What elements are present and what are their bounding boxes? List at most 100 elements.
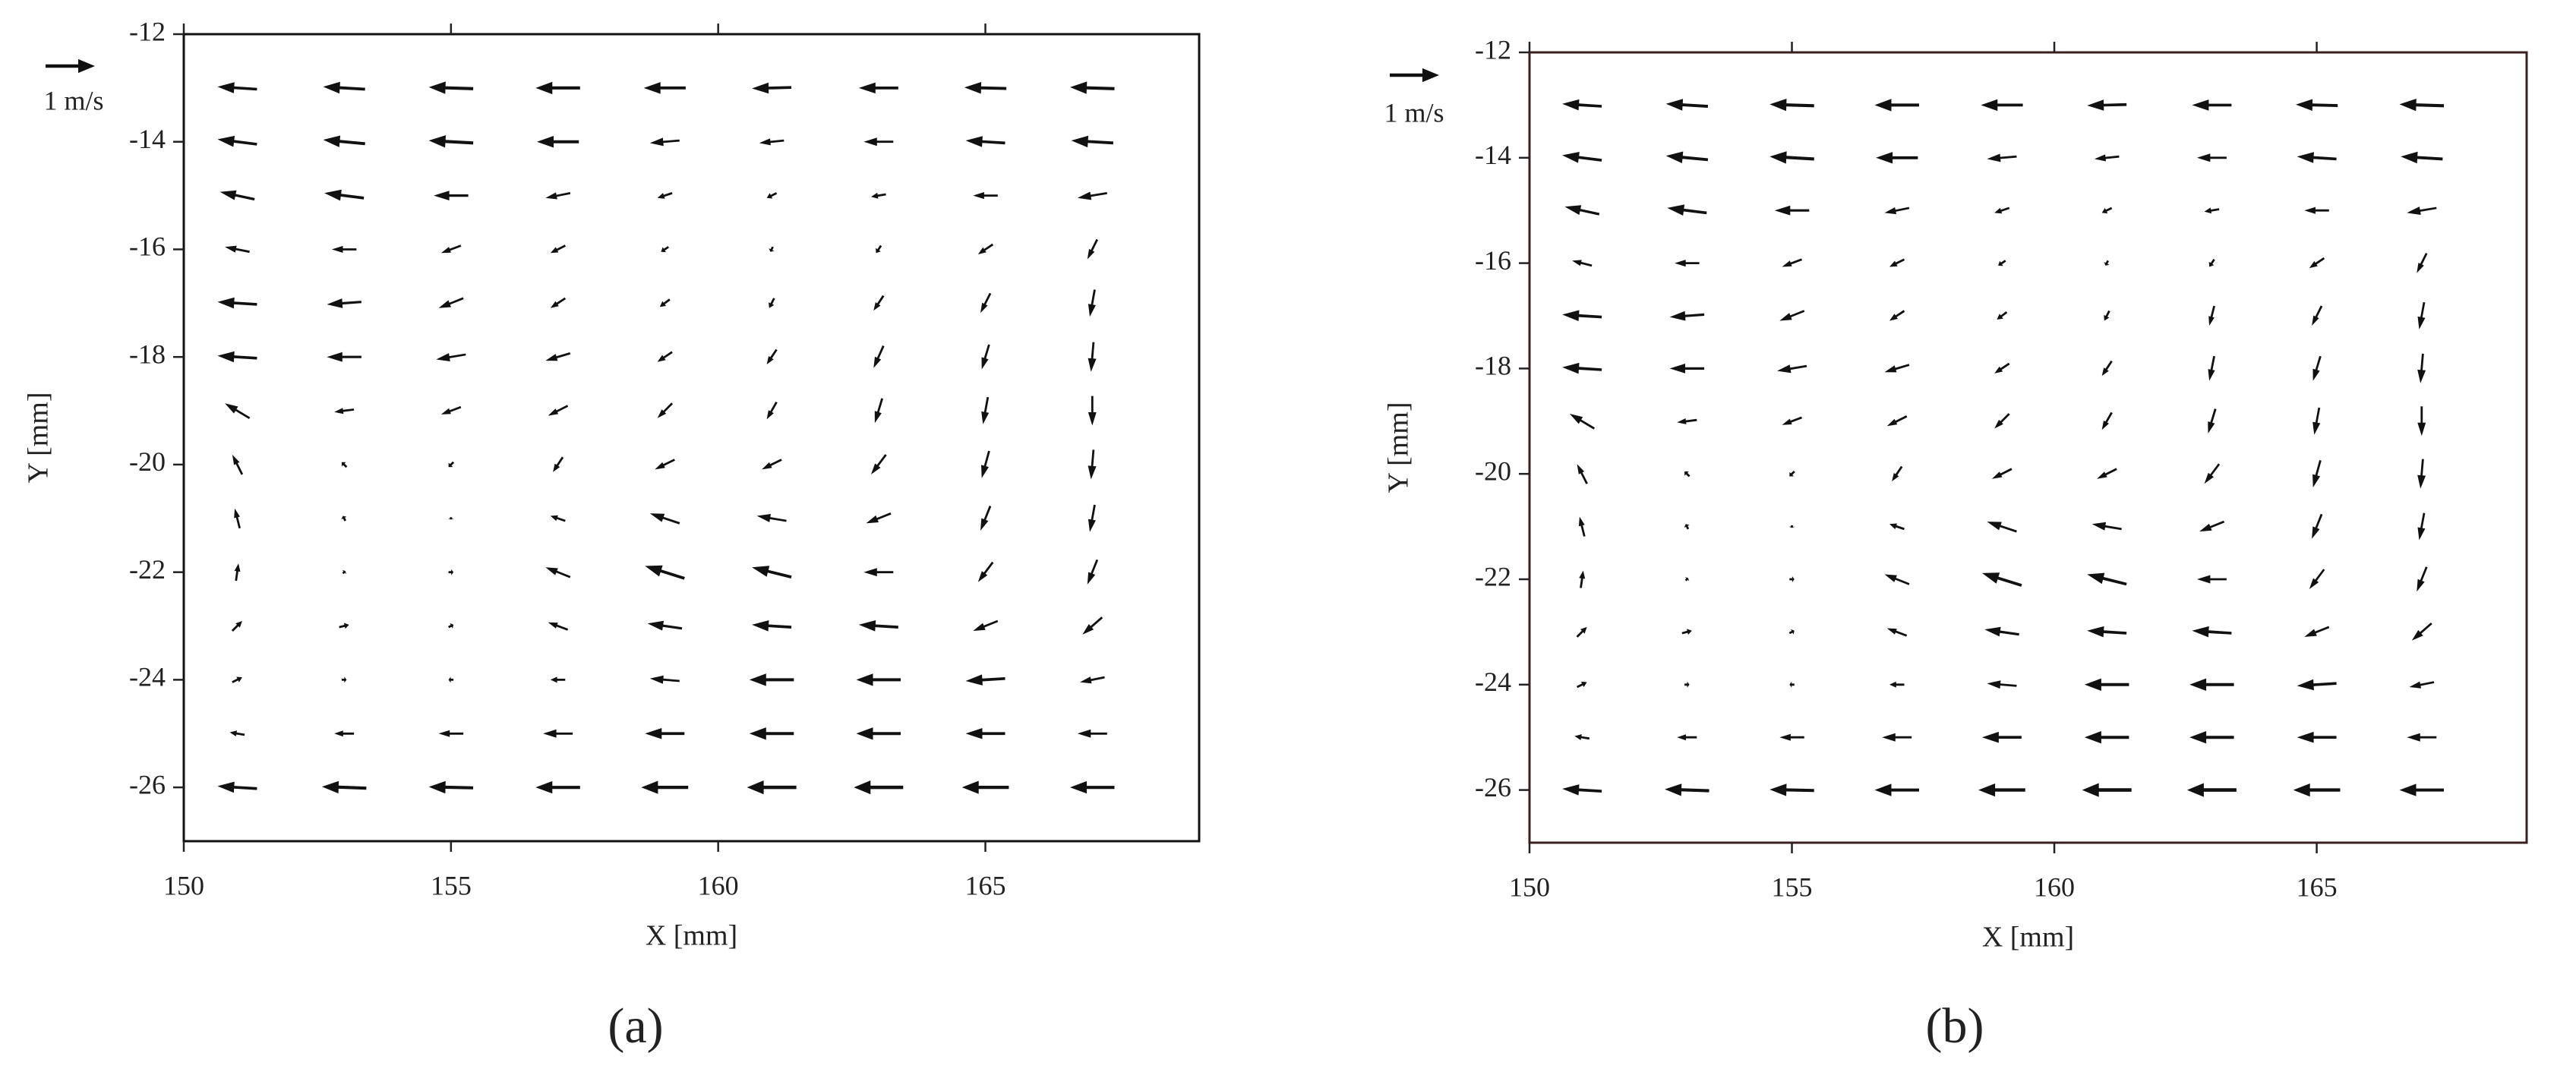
vector-arrow — [440, 244, 462, 254]
vector-arrow — [550, 676, 566, 683]
vector-arrow — [1782, 258, 1802, 267]
vector-arrow — [341, 515, 347, 522]
vector-arrow — [334, 408, 355, 415]
vector-arrow — [856, 673, 901, 686]
vector-arrow — [1088, 396, 1097, 426]
vector-arrow — [965, 136, 1005, 147]
vector-arrow — [537, 136, 579, 148]
vector-arrow — [645, 728, 685, 739]
vector-arrow — [339, 623, 349, 629]
vector-arrow — [2304, 206, 2329, 214]
vector-arrow — [1994, 413, 2010, 429]
vector-arrow — [545, 352, 571, 361]
vector-arrow — [2401, 151, 2443, 164]
vector-arrow — [2407, 206, 2437, 215]
vector-arrow — [448, 623, 454, 629]
vector-arrow — [641, 780, 689, 794]
vector-arrow — [2312, 407, 2321, 435]
vector-arrow — [1684, 681, 1690, 688]
vector-arrow — [1574, 734, 1590, 740]
vector-arrow — [1981, 572, 2022, 587]
panel-label: (a) — [608, 998, 663, 1054]
vector-arrow — [1884, 364, 1910, 373]
vector-arrow — [436, 353, 466, 361]
vector-arrow — [2104, 310, 2110, 321]
vector-arrow — [1088, 342, 1097, 372]
vector-arrow — [977, 561, 994, 582]
vector-arrow — [2312, 355, 2322, 381]
vector-arrow — [858, 620, 898, 632]
vector-arrow — [550, 515, 566, 522]
vector-arrow — [657, 351, 673, 362]
vector-arrow — [225, 403, 251, 419]
vector-arrow — [1892, 465, 1903, 481]
vector-arrow — [2087, 626, 2127, 638]
y-tick-label: -14 — [1475, 140, 1511, 170]
vector-arrow — [2293, 783, 2341, 797]
vector-arrow — [1978, 783, 2025, 797]
vector-arrow — [1082, 616, 1103, 635]
vector-arrow — [535, 81, 580, 95]
vector-arrow — [2091, 522, 2122, 531]
vector-arrow — [434, 191, 469, 200]
vector-arrow — [2208, 305, 2215, 326]
vector-arrow — [1777, 364, 1807, 374]
vector-arrow — [1087, 559, 1099, 585]
y-tick-label: -20 — [1475, 456, 1511, 486]
y-tick-label: -24 — [1475, 667, 1511, 697]
vector-arrow — [752, 620, 792, 632]
vector-arrow — [752, 566, 792, 578]
vector-arrow — [1997, 311, 2008, 320]
vector-arrow — [1789, 681, 1795, 688]
vector-arrow — [438, 297, 464, 308]
vector-arrow — [2417, 406, 2426, 437]
vector-arrow — [1884, 574, 1910, 585]
vector-arrow — [321, 780, 367, 794]
vector-arrow — [1782, 416, 1802, 425]
vector-arrow — [657, 192, 673, 199]
vector-arrow — [2204, 463, 2221, 484]
vector-arrow — [1577, 464, 1588, 484]
vector-arrow — [548, 405, 569, 416]
vector-arrow — [234, 508, 241, 529]
vector-arrow — [1665, 783, 1709, 796]
vector-arrow — [2417, 512, 2426, 541]
vector-arrow — [769, 246, 775, 252]
x-axis-label: X [mm] — [1982, 922, 2074, 954]
y-tick-label: -26 — [1475, 772, 1511, 802]
vector-arrow — [331, 245, 357, 253]
vector-arrow — [1889, 523, 1905, 531]
vector-arrow — [219, 190, 255, 201]
vector-arrow — [1578, 516, 1586, 537]
vector-arrow — [2409, 681, 2435, 689]
vector-arrow — [1080, 676, 1105, 684]
vector-arrow — [1572, 260, 1593, 267]
vector-arrow — [1779, 733, 1804, 741]
vector-arrow — [2309, 569, 2325, 589]
vector-arrow — [234, 563, 241, 582]
vector-arrow — [543, 729, 573, 738]
vector-arrow — [2084, 678, 2129, 691]
vector-arrow — [964, 82, 1007, 94]
y-tick-label: -22 — [1475, 561, 1511, 591]
panel-label: (b) — [1926, 998, 1984, 1054]
vector-arrow — [1665, 99, 1709, 111]
vector-arrow — [545, 567, 571, 578]
vector-arrow — [749, 727, 794, 740]
vector-arrow — [1874, 99, 1919, 112]
vector-arrow — [550, 297, 567, 308]
y-axis-label: Y [mm] — [23, 392, 55, 484]
vector-arrow — [1769, 151, 1814, 164]
vector-arrow — [1677, 734, 1697, 741]
vector-arrow — [2199, 520, 2225, 532]
vector-arrow — [1684, 577, 1690, 582]
vector-arrow — [229, 730, 245, 736]
vector-arrow — [1994, 362, 2010, 374]
vector-arrow — [1991, 468, 2012, 479]
x-tick-label: 155 — [431, 870, 472, 900]
vector-arrow — [1981, 99, 2023, 112]
vector-arrow — [2186, 783, 2237, 797]
vector-arrow — [871, 192, 886, 199]
vector-arrow — [428, 780, 474, 794]
vector-arrow — [1984, 626, 2019, 637]
